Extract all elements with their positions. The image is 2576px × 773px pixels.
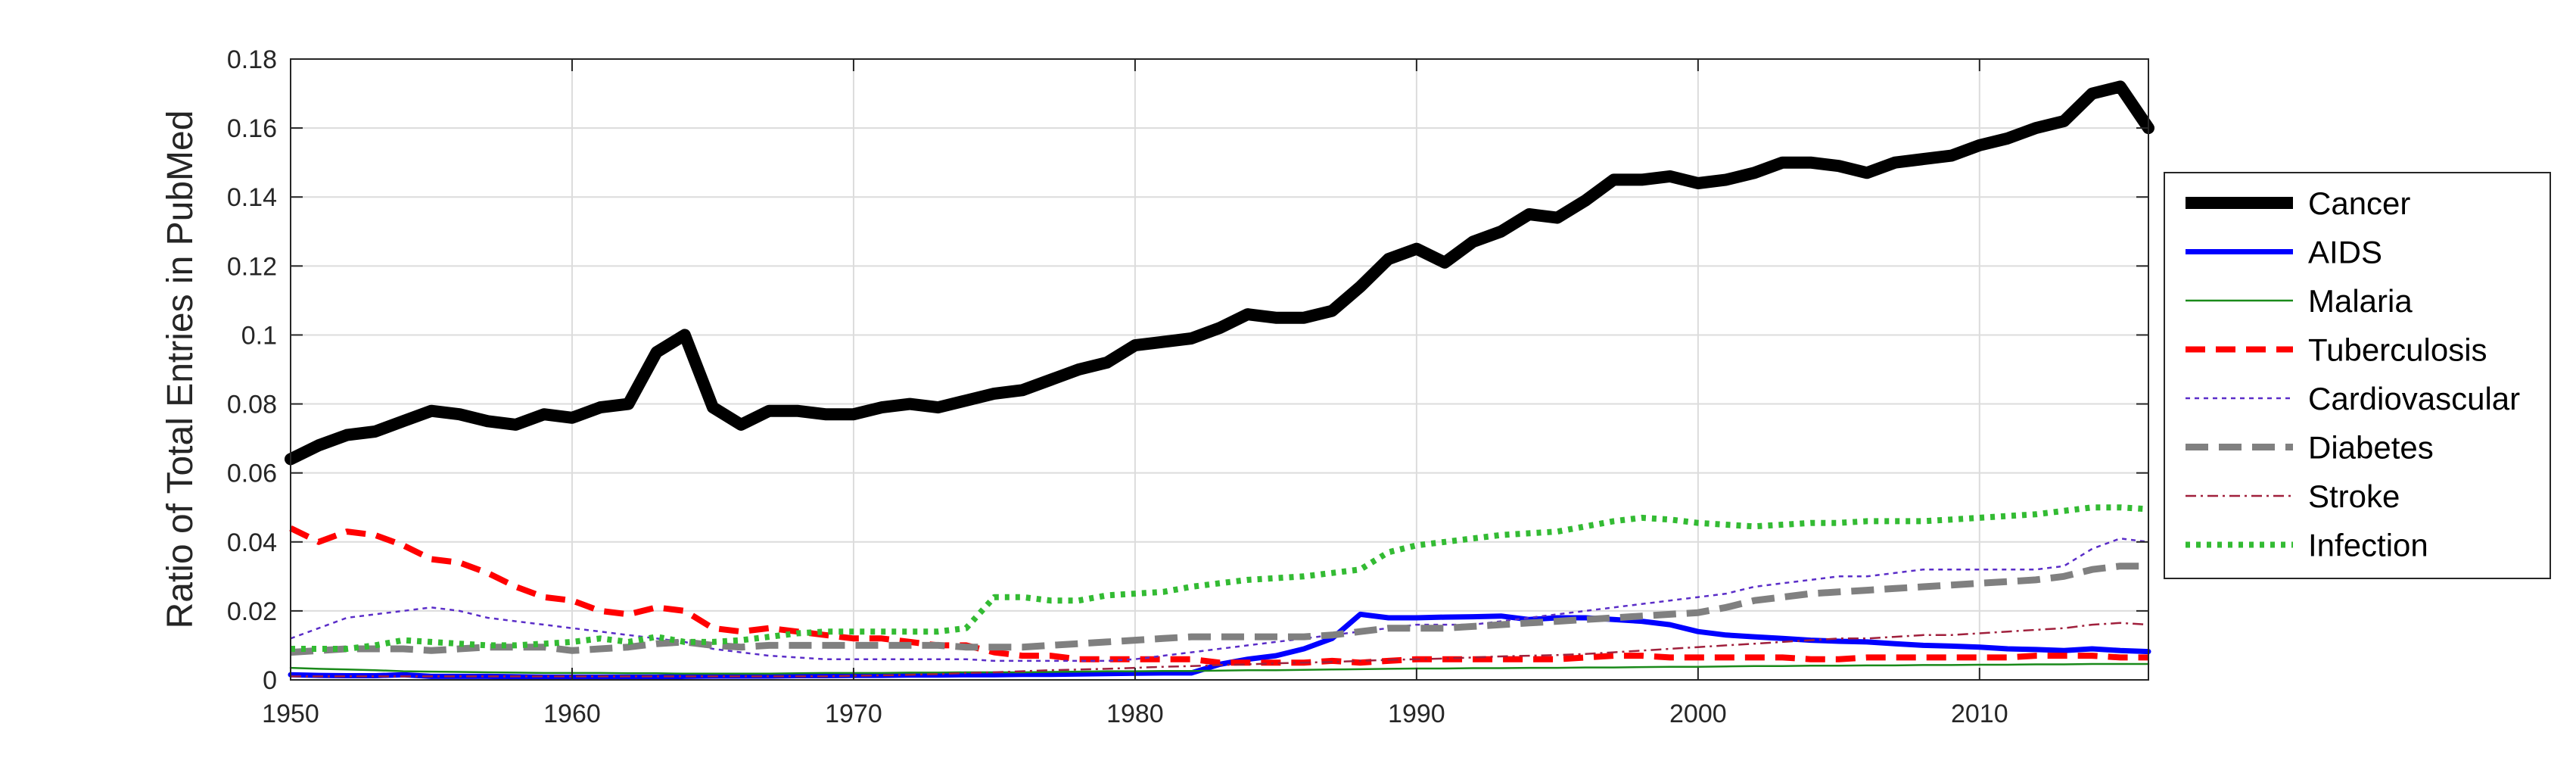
series-line-cancer: [285, 80, 2154, 466]
x-tick-label: 1970: [825, 700, 882, 728]
legend-label-stroke: Stroke: [2308, 478, 2400, 514]
x-tick-label: 2010: [1951, 700, 2008, 728]
y-tick-label: 0.02: [227, 597, 277, 626]
x-tick-label: 2000: [1669, 700, 1727, 728]
legend-label-malaria: Malaria: [2308, 283, 2413, 319]
x-tick-label: 1950: [262, 700, 319, 728]
series-line-stroke: [291, 622, 2149, 678]
y-tick-label: 0.08: [227, 391, 277, 419]
legend-label-diabetes: Diabetes: [2308, 430, 2434, 466]
legend-box: [2164, 172, 2551, 579]
x-tick-label: 1990: [1388, 700, 1445, 728]
plot-area-frame: [290, 58, 2149, 681]
series-line-cardiovascular: [290, 537, 2149, 662]
y-tick-label: 0.12: [227, 252, 277, 281]
x-tick-label: 1960: [543, 700, 601, 728]
axis-ticks: 1950 1960 1970 1980 1990 2000 2010 0 0.02 0.04 0.0…: [227, 45, 2148, 728]
series-line-aids: [288, 611, 2151, 680]
legend-label-infection: Infection: [2308, 528, 2428, 563]
x-tick-label: 1980: [1106, 700, 1164, 728]
y-tick-label: 0.14: [227, 183, 277, 212]
series-line-malaria: [289, 662, 2150, 675]
legend: Cancer AIDS Malaria Tuberculosis Cardiovascu…: [2164, 172, 2551, 579]
y-tick-label: 0.18: [227, 45, 277, 74]
y-axis-label: Ratio of Total Entries in PubMed: [160, 111, 201, 629]
y-tick-label: 0.1: [241, 321, 277, 350]
series-line-infection: [291, 504, 2149, 652]
y-tick-label: 0.16: [227, 114, 277, 143]
y-tick-label: 0.04: [227, 528, 277, 557]
legend-label-cardiovascular: Cardiovascular: [2308, 381, 2520, 416]
y-tick-label: 0.06: [227, 460, 277, 488]
series-line-tuberculosis: [289, 525, 2148, 666]
y-tick-label: 0: [263, 666, 277, 695]
legend-label-cancer: Cancer: [2308, 185, 2410, 221]
series-lines: [285, 80, 2154, 680]
legend-label-tuberculosis: Tuberculosis: [2308, 332, 2487, 368]
legend-label-aids: AIDS: [2308, 235, 2382, 270]
series-line-diabetes: [290, 563, 2148, 656]
